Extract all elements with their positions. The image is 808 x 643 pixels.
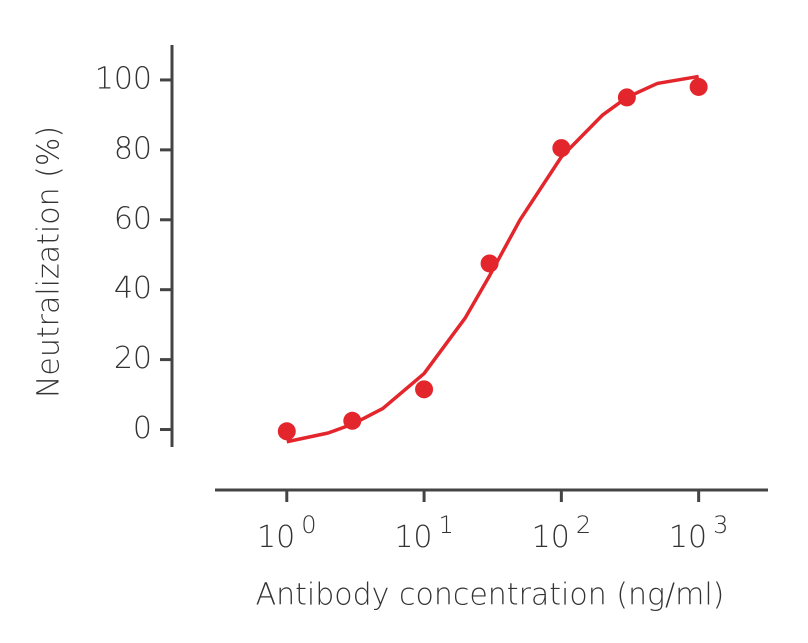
x-tick-exponent: 0 (301, 511, 316, 539)
data-point (552, 139, 571, 158)
y-tick-label: 40 (114, 271, 152, 306)
x-tick-label: 10 2 (532, 511, 591, 555)
data-point (343, 411, 362, 430)
data-point (480, 254, 499, 273)
x-tick-exponent: 3 (713, 511, 728, 539)
x-tick-base: 10 (669, 520, 707, 555)
data-point (617, 88, 636, 107)
data-point (689, 77, 708, 96)
data-point (277, 422, 296, 441)
y-tick-label: 0 (133, 411, 152, 446)
x-tick-label: 10 3 (669, 511, 728, 555)
x-tick-base: 10 (257, 520, 295, 555)
data-point (415, 380, 434, 399)
x-tick-exponent: 1 (439, 511, 454, 539)
y-axis-label: Neutralization (%) (32, 126, 67, 398)
y-tick-label: 80 (114, 131, 152, 166)
x-tick-label: 10 0 (257, 511, 316, 555)
y-tick-label: 100 (95, 61, 152, 96)
x-tick-label: 10 1 (394, 511, 453, 555)
x-tick-exponent: 2 (576, 511, 591, 539)
x-axis-label: Antibody concentration (ng/ml) (256, 578, 725, 613)
y-tick-label: 20 (114, 341, 152, 376)
y-tick-label: 60 (114, 201, 152, 236)
x-tick-base: 10 (394, 520, 432, 555)
x-tick-base: 10 (532, 520, 570, 555)
